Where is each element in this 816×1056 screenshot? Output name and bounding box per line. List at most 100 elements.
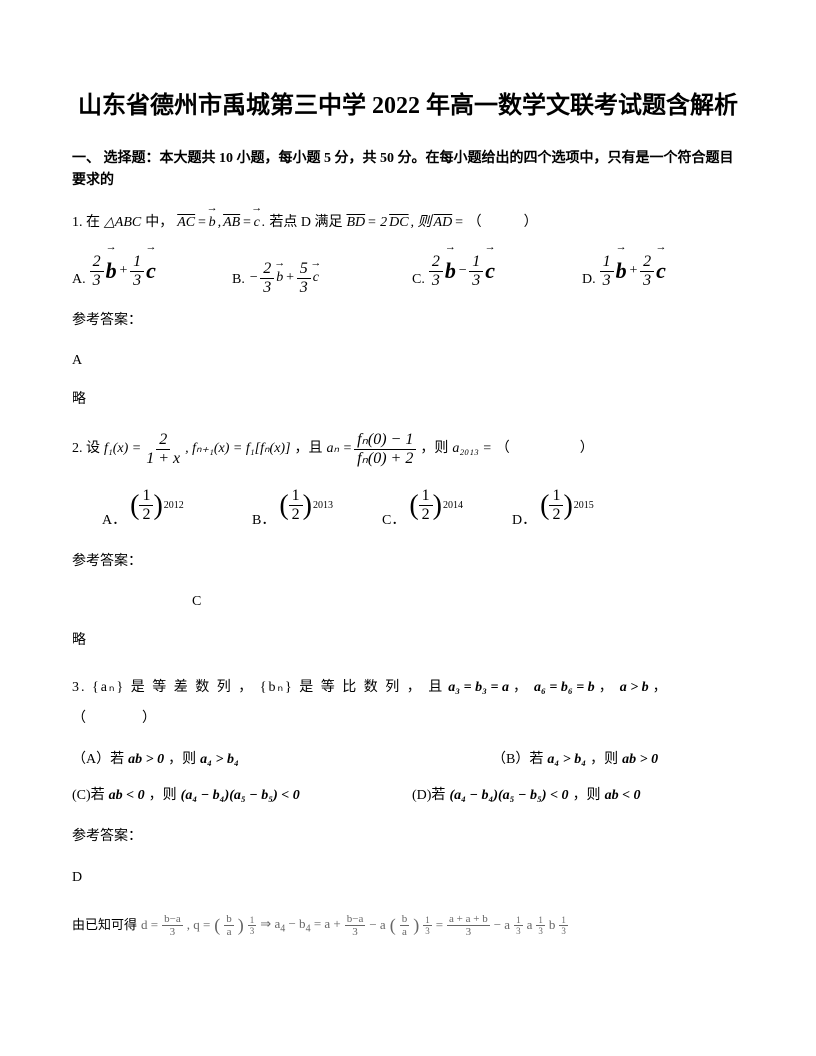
q1-opt-a-label: A. (72, 265, 86, 296)
q3-opt-b-label: （B）若 (492, 745, 543, 776)
q3-opt-c-mid: ，则 (149, 781, 177, 812)
q1-lue: 略 (72, 385, 744, 416)
lparen: ( (540, 475, 549, 537)
frac-den: 2 (289, 506, 303, 523)
q3-opt-a-cond: ab > 0 (128, 745, 164, 776)
frac-den: 2 (419, 506, 433, 523)
q3-opt-d-mid: ，则 (573, 781, 601, 812)
question-2: 2. 设 f₁(x) = 21 + x , fₙ₊₁(x) = f₁[fₙ(x)… (72, 432, 744, 657)
q2-prefix: 2. 设 (72, 434, 100, 465)
question-3: 3. {aₙ} 是 等 差 数 列 ， {bₙ} 是 等 比 数 列 ， 且 a… (72, 673, 744, 945)
q1-opt-b-label: B. (232, 265, 245, 296)
rparen: ) (433, 475, 442, 537)
frac-num: fₙ(0) − 1 (354, 432, 416, 450)
frac-den: 2 (139, 506, 153, 523)
q3-opt-c-label: (C)若 (72, 781, 105, 812)
q2-a2013: a₂₀₁₃ = (452, 434, 491, 465)
exponent: 2015 (574, 495, 594, 517)
q2-opt-b-label: B． (252, 506, 275, 537)
section-header: 一、 选择题：本大题共 10 小题，每小题 5 分，共 50 分。在每小题给出的… (72, 148, 744, 193)
an-text: aₙ = (327, 434, 353, 465)
vec-c: c (485, 247, 495, 295)
frac-num: 1 (600, 254, 614, 272)
exponent: 2014 (443, 495, 463, 517)
vec-b: b (445, 247, 456, 295)
q2-f1: f₁(x) = 21 + x , fₙ₊₁(x) = f₁[fₙ(x)] (104, 432, 291, 467)
frac-num: 1 (419, 488, 433, 506)
vec-b: b (616, 247, 627, 295)
q3-opt-c-res: (a₄ − b₄)(a₅ − b₅) < 0 (181, 781, 300, 812)
page-title: 山东省德州市禹城第三中学 2022 年高一数学文联考试题含解析 (72, 90, 744, 124)
op: + (285, 263, 294, 294)
frac-den: 3 (469, 272, 483, 289)
lparen: ( (130, 475, 139, 537)
q3-eq3: a > b (620, 673, 649, 704)
q3-answer-label: 参考答案： (72, 822, 744, 853)
q3-final-prefix: 由已知可得 (72, 911, 137, 940)
q2-an: aₙ = fₙ(0) − 1fₙ(0) + 2 (327, 432, 417, 467)
exponent: 2013 (313, 495, 333, 517)
q3-opt-a-mid: ，则 (168, 745, 196, 776)
vec-c: c (146, 247, 156, 295)
q3-text4: ， (653, 673, 670, 704)
frac-den: 3 (600, 272, 614, 289)
vec-c: c (313, 263, 319, 294)
frac-num: 2 (429, 254, 443, 272)
q1-paren: （ ） (468, 208, 538, 239)
q3-derivation: 由已知可得 d = b−a3 , q = ( ba ) 13 ⇒ a4 − b4… (72, 906, 744, 946)
vec-c: c (656, 247, 666, 295)
frac-num: 2 (156, 432, 170, 450)
q1-opt-c-label: C. (412, 265, 425, 296)
q3-answer: D (72, 863, 744, 894)
frac-num: 2 (640, 254, 654, 272)
q2-options: A． ( 12 ) 2012 B． ( 12 ) 2013 C． ( 12 ) (72, 475, 744, 537)
q3-opt-d-cond: (a₄ − b₄)(a₅ − b₅) < 0 (449, 781, 568, 812)
fn1-text: , fₙ₊₁(x) = f₁[fₙ(x)] (185, 434, 290, 465)
q2-mid2: ，则 (420, 434, 448, 465)
q3-opt-c-cond: ab < 0 (109, 781, 145, 812)
rparen: ) (303, 475, 312, 537)
q2-paren: （ ） (496, 434, 594, 465)
vec-b: b (276, 263, 283, 294)
q3-opt-a-res: a₄ > b₄ (200, 745, 239, 776)
frac-den: 2 (549, 506, 563, 523)
q1-prefix: 1. 在 (72, 208, 100, 239)
q3-paren: （ ） (72, 704, 744, 735)
frac-den: 3 (260, 279, 274, 296)
q1-answer-label: 参考答案： (72, 306, 744, 337)
frac-den: 3 (130, 272, 144, 289)
op: + (629, 256, 638, 287)
question-1: 1. 在 △ABC 中， AC = b, AB = c. 若点 D 满足 BD … (72, 208, 744, 416)
q2-lue: 略 (72, 626, 744, 657)
q2-opt-c-label: C． (382, 506, 405, 537)
frac-num: 2 (260, 261, 274, 279)
lparen: ( (409, 475, 418, 537)
frac-num: 1 (130, 254, 144, 272)
q1-answer: A (72, 346, 744, 377)
exponent: 2012 (164, 495, 184, 517)
frac-den: 3 (90, 272, 104, 289)
frac-num: 1 (289, 488, 303, 506)
q3-opt-a-label: （A）若 (72, 745, 124, 776)
q3-opt-b-mid: ，则 (590, 745, 618, 776)
q3-opt-b-cond: a₄ > b₄ (547, 745, 586, 776)
q2-opt-a-label: A． (102, 506, 126, 537)
q1-opt-d-label: D. (582, 265, 596, 296)
f1-text: f₁(x) = (104, 434, 141, 465)
frac-den: fₙ(0) + 2 (354, 450, 416, 467)
q1-eq1: AC = b, AB = c. (177, 208, 265, 239)
frac-den: 3 (297, 279, 311, 296)
q3-opt-d-label: (D)若 (412, 781, 445, 812)
frac-num: 1 (549, 488, 563, 506)
q3-text3: ， (599, 673, 616, 704)
op: − (458, 256, 467, 287)
q2-answer: C (192, 587, 744, 618)
q2-answer-label: 参考答案： (72, 547, 744, 578)
q3-opt-d-res: ab < 0 (605, 781, 641, 812)
frac-num: 1 (469, 254, 483, 272)
q3-text2: ， (513, 673, 530, 704)
q3-opt-b-res: ab > 0 (622, 745, 658, 776)
frac-den: 3 (640, 272, 654, 289)
frac-den: 3 (429, 272, 443, 289)
vec-b: b (106, 247, 117, 295)
